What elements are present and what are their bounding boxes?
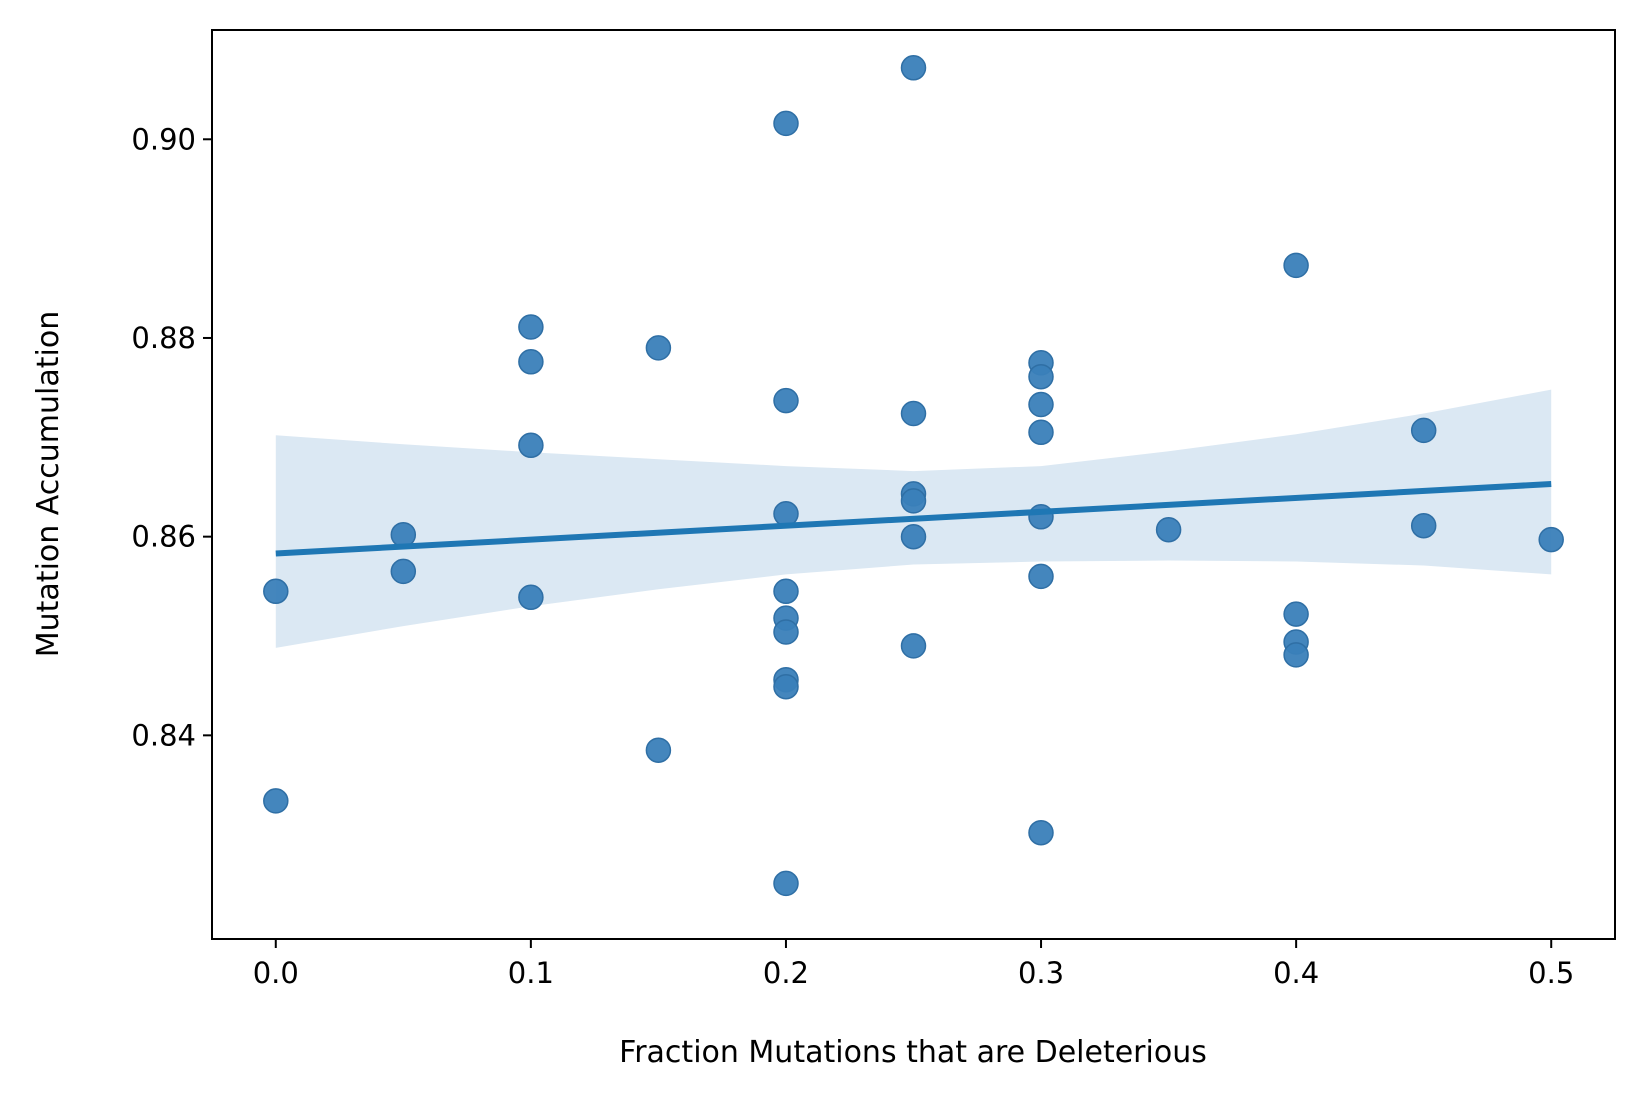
data-point-9 bbox=[645, 335, 672, 361]
y-tick-label: 0.86 bbox=[131, 520, 196, 554]
data-point-31 bbox=[1028, 563, 1054, 590]
data-point-40 bbox=[1538, 526, 1564, 553]
data-point-29 bbox=[1028, 419, 1054, 446]
x-axis-ticks: 0.0 0.1 0.2 0.3 0.4 0.5 bbox=[253, 939, 1574, 990]
data-point-21 bbox=[900, 400, 927, 427]
data-point-6 bbox=[518, 349, 544, 375]
data-point-32 bbox=[1028, 819, 1054, 846]
plot-frame bbox=[211, 29, 1616, 940]
data-point-12 bbox=[773, 387, 799, 414]
data-point-28 bbox=[1028, 391, 1054, 418]
y-tick-label: 0.88 bbox=[131, 321, 196, 355]
data-point-7 bbox=[518, 432, 544, 459]
x-tick-label: 0.3 bbox=[1018, 956, 1064, 990]
data-point-5 bbox=[518, 314, 544, 340]
y-tick-label: 0.90 bbox=[131, 122, 196, 156]
data-point-18 bbox=[773, 673, 799, 700]
regression-line bbox=[275, 481, 1552, 557]
data-point-39 bbox=[1410, 512, 1437, 539]
y-axis-ticks: 0.84 0.86 0.88 0.90 bbox=[131, 122, 212, 752]
data-point-23 bbox=[900, 488, 927, 514]
data-point-16 bbox=[773, 619, 799, 645]
data-point-24 bbox=[900, 523, 927, 550]
x-tick-label: 0.2 bbox=[763, 956, 809, 990]
data-point-33 bbox=[1155, 516, 1182, 543]
data-point-35 bbox=[1283, 601, 1309, 627]
data-point-27 bbox=[1028, 363, 1054, 390]
y-axis-label: Mutation Accumulation bbox=[31, 311, 66, 657]
data-point-13 bbox=[773, 501, 799, 527]
data-point-19 bbox=[773, 870, 799, 897]
data-point-25 bbox=[900, 633, 927, 659]
data-point-1 bbox=[263, 578, 289, 605]
points-layer bbox=[263, 55, 1564, 897]
data-point-8 bbox=[518, 584, 544, 611]
data-point-34 bbox=[1283, 252, 1309, 279]
y-tick-label: 0.84 bbox=[131, 718, 196, 752]
data-point-11 bbox=[773, 110, 799, 137]
data-point-2 bbox=[263, 788, 289, 814]
data-point-3 bbox=[390, 521, 417, 548]
x-tick-label: 0.1 bbox=[508, 956, 554, 990]
data-point-4 bbox=[390, 558, 417, 585]
x-tick-label: 0.0 bbox=[253, 956, 299, 990]
data-point-38 bbox=[1410, 417, 1437, 444]
regression-line-layer bbox=[275, 481, 1552, 557]
data-point-37 bbox=[1283, 642, 1309, 668]
data-point-10 bbox=[645, 737, 672, 763]
data-point-14 bbox=[773, 578, 799, 605]
x-tick-label: 0.4 bbox=[1273, 956, 1319, 990]
data-point-20 bbox=[900, 55, 927, 81]
x-tick-label: 0.5 bbox=[1528, 956, 1574, 990]
x-axis-label: Fraction Mutations that are Deleterious bbox=[619, 1035, 1207, 1070]
